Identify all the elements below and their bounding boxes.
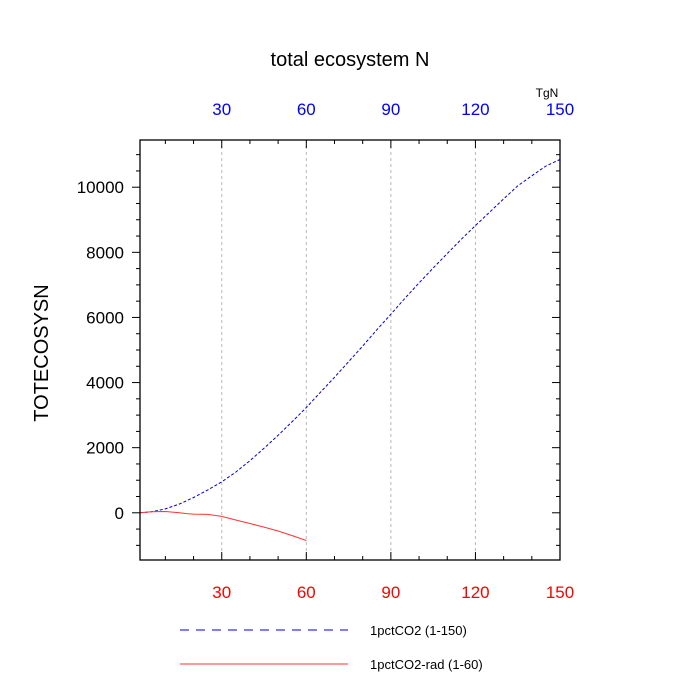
x-tick-label-top: 30 — [212, 100, 231, 119]
gridlines — [221, 140, 476, 560]
y-axis-label: TOTECOSYSN — [31, 284, 53, 421]
axis-ticks: 30 30 60 60 90 90 120 120 150 150 0 2000 4000 6000 800… — [77, 100, 574, 602]
x-tick-label-top: 90 — [381, 100, 400, 119]
y-tick-label: 8000 — [86, 243, 124, 262]
y-tick-label: 4000 — [86, 374, 124, 393]
series-lines — [139, 159, 561, 541]
x-tick-label-bottom: 150 — [546, 583, 574, 602]
y-tick-label: 10000 — [77, 178, 124, 197]
x-tick-label-bottom: 60 — [297, 583, 316, 602]
y-tick-label: 0 — [115, 504, 124, 523]
legend-label: 1pctCO2 (1-150) — [370, 623, 467, 638]
series-line-2 — [139, 510, 307, 541]
units-label: TgN — [536, 86, 559, 100]
chart-title: total ecosystem N — [271, 49, 430, 71]
series-line-1 — [139, 159, 561, 514]
x-tick-label-top: 120 — [461, 100, 489, 119]
y-tick-label: 2000 — [86, 439, 124, 458]
legend-label: 1pctCO2-rad (1-60) — [370, 657, 483, 672]
x-tick-label-bottom: 120 — [461, 583, 489, 602]
x-tick-label-bottom: 30 — [212, 583, 231, 602]
y-tick-label: 6000 — [86, 308, 124, 327]
x-tick-label-top: 60 — [297, 100, 316, 119]
x-tick-label-top: 150 — [546, 100, 574, 119]
legend: 1pctCO2 (1-150) 1pctCO2-rad (1-60) — [180, 623, 483, 672]
x-tick-label-bottom: 90 — [381, 583, 400, 602]
plot-frame — [139, 139, 561, 561]
